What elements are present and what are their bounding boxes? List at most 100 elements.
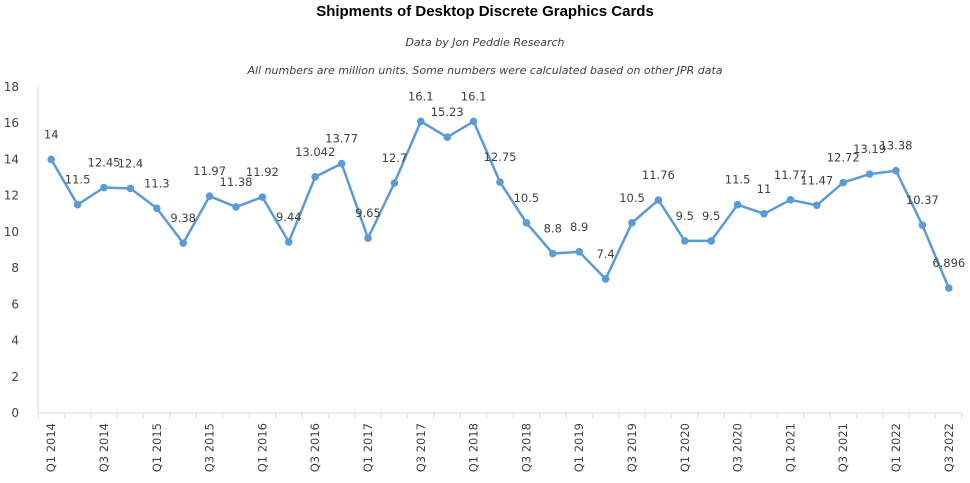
y-tick-label: 12 (4, 189, 19, 203)
x-tick-label: Q3 2015 (203, 423, 217, 472)
data-label: 11.47 (800, 173, 833, 187)
data-point (443, 133, 452, 141)
y-tick-label: 8 (11, 261, 19, 275)
data-label: 9.5 (676, 209, 694, 223)
data-point (100, 183, 108, 192)
data-point (892, 166, 900, 175)
data-point (654, 196, 663, 204)
x-tick-label: Q3 2016 (308, 423, 322, 472)
x-tick-label: Q1 2017 (361, 423, 375, 472)
x-tick-label: Q1 2018 (467, 423, 481, 472)
data-label: 12.75 (484, 150, 517, 164)
x-tick-label: Q3 2022 (942, 423, 956, 472)
y-tick-label: 2 (11, 370, 19, 384)
y-tick-label: 0 (11, 406, 19, 420)
data-label: 11.97 (193, 164, 226, 178)
data-point (733, 200, 742, 209)
data-label: 11 (757, 182, 772, 196)
data-label: 11.77 (774, 168, 807, 182)
data-point (760, 209, 768, 218)
x-tick-label: Q3 2019 (625, 423, 639, 472)
data-label: 10.37 (906, 193, 939, 207)
data-point (522, 219, 531, 227)
x-tick-label: Q3 2020 (731, 423, 745, 472)
data-label: 9.5 (702, 209, 720, 223)
y-tick-label: 16 (4, 116, 19, 130)
x-tick-label: Q3 2021 (836, 423, 850, 472)
data-label: 12.4 (118, 156, 144, 170)
x-tick-label: Q3 2017 (414, 423, 428, 472)
x-tick-label: Q1 2014 (44, 423, 58, 472)
y-tick-label: 4 (11, 334, 19, 348)
x-tick-label: Q3 2014 (97, 423, 111, 472)
data-label: 13.38 (880, 139, 913, 153)
x-tick-label: Q1 2016 (255, 423, 269, 472)
data-point (126, 184, 135, 193)
data-label: 8.9 (570, 220, 588, 234)
data-label: 14 (44, 127, 59, 141)
data-label: 10.5 (514, 191, 540, 205)
data-label: 11.5 (65, 173, 91, 187)
data-label: 11.5 (725, 173, 751, 187)
data-point (47, 155, 55, 164)
data-label: 13.19 (853, 142, 886, 156)
x-tick-label: Q1 2019 (572, 423, 586, 472)
data-point (311, 172, 320, 181)
x-tick-label: Q1 2020 (678, 423, 692, 472)
chart-subtitle: Data by Jon Peddie Research (405, 36, 565, 49)
data-point (258, 193, 267, 201)
data-label: 7.4 (596, 247, 614, 261)
data-point (153, 204, 161, 213)
data-point (707, 237, 715, 245)
data-point (496, 178, 504, 186)
data-point (575, 248, 583, 256)
data-point (469, 117, 478, 126)
data-label: 12.45 (88, 156, 121, 170)
data-point (628, 219, 636, 227)
data-label: 15.23 (431, 105, 464, 119)
data-point (417, 117, 425, 126)
data-point (205, 192, 214, 201)
data-label: 12.7 (382, 151, 408, 165)
data-point (601, 275, 610, 283)
data-point (390, 179, 399, 187)
data-label: 9.38 (170, 211, 196, 225)
y-tick-label: 14 (4, 152, 19, 166)
x-tick-label: Q3 2018 (519, 423, 533, 472)
data-label: 13.77 (325, 132, 358, 146)
data-label: 10.5 (619, 191, 645, 205)
y-tick-label: 18 (4, 80, 19, 94)
x-tick-label: Q1 2022 (889, 423, 903, 472)
data-label: 6.896 (932, 256, 965, 270)
data-point (232, 203, 240, 211)
data-label: 11.3 (144, 176, 170, 190)
data-label: 9.44 (276, 210, 302, 224)
data-point (179, 239, 187, 247)
data-label: 12.72 (827, 151, 860, 165)
data-point (549, 249, 557, 258)
x-tick-label: Q1 2015 (150, 423, 164, 472)
data-point (681, 237, 689, 245)
data-label: 8.8 (544, 222, 562, 236)
data-label: 13.042 (295, 145, 335, 159)
data-label: 9.65 (355, 206, 381, 220)
data-label: 11.38 (220, 175, 253, 189)
data-point (839, 178, 847, 187)
chart-note: All numbers are million units. Some numb… (247, 64, 723, 77)
data-point (364, 234, 372, 243)
y-tick-label: 6 (11, 297, 19, 311)
data-label: 11.92 (246, 165, 279, 179)
chart-title: Shipments of Desktop Discrete Graphics C… (316, 3, 654, 20)
data-point (337, 159, 346, 168)
data-point (945, 284, 953, 292)
data-label: 16.1 (461, 89, 487, 103)
data-point (786, 196, 795, 204)
data-label: 11.76 (642, 168, 675, 182)
data-point (73, 200, 82, 209)
data-point (918, 221, 927, 229)
data-point (285, 238, 293, 246)
data-label: 16.1 (408, 89, 434, 103)
y-tick-label: 10 (4, 225, 19, 239)
